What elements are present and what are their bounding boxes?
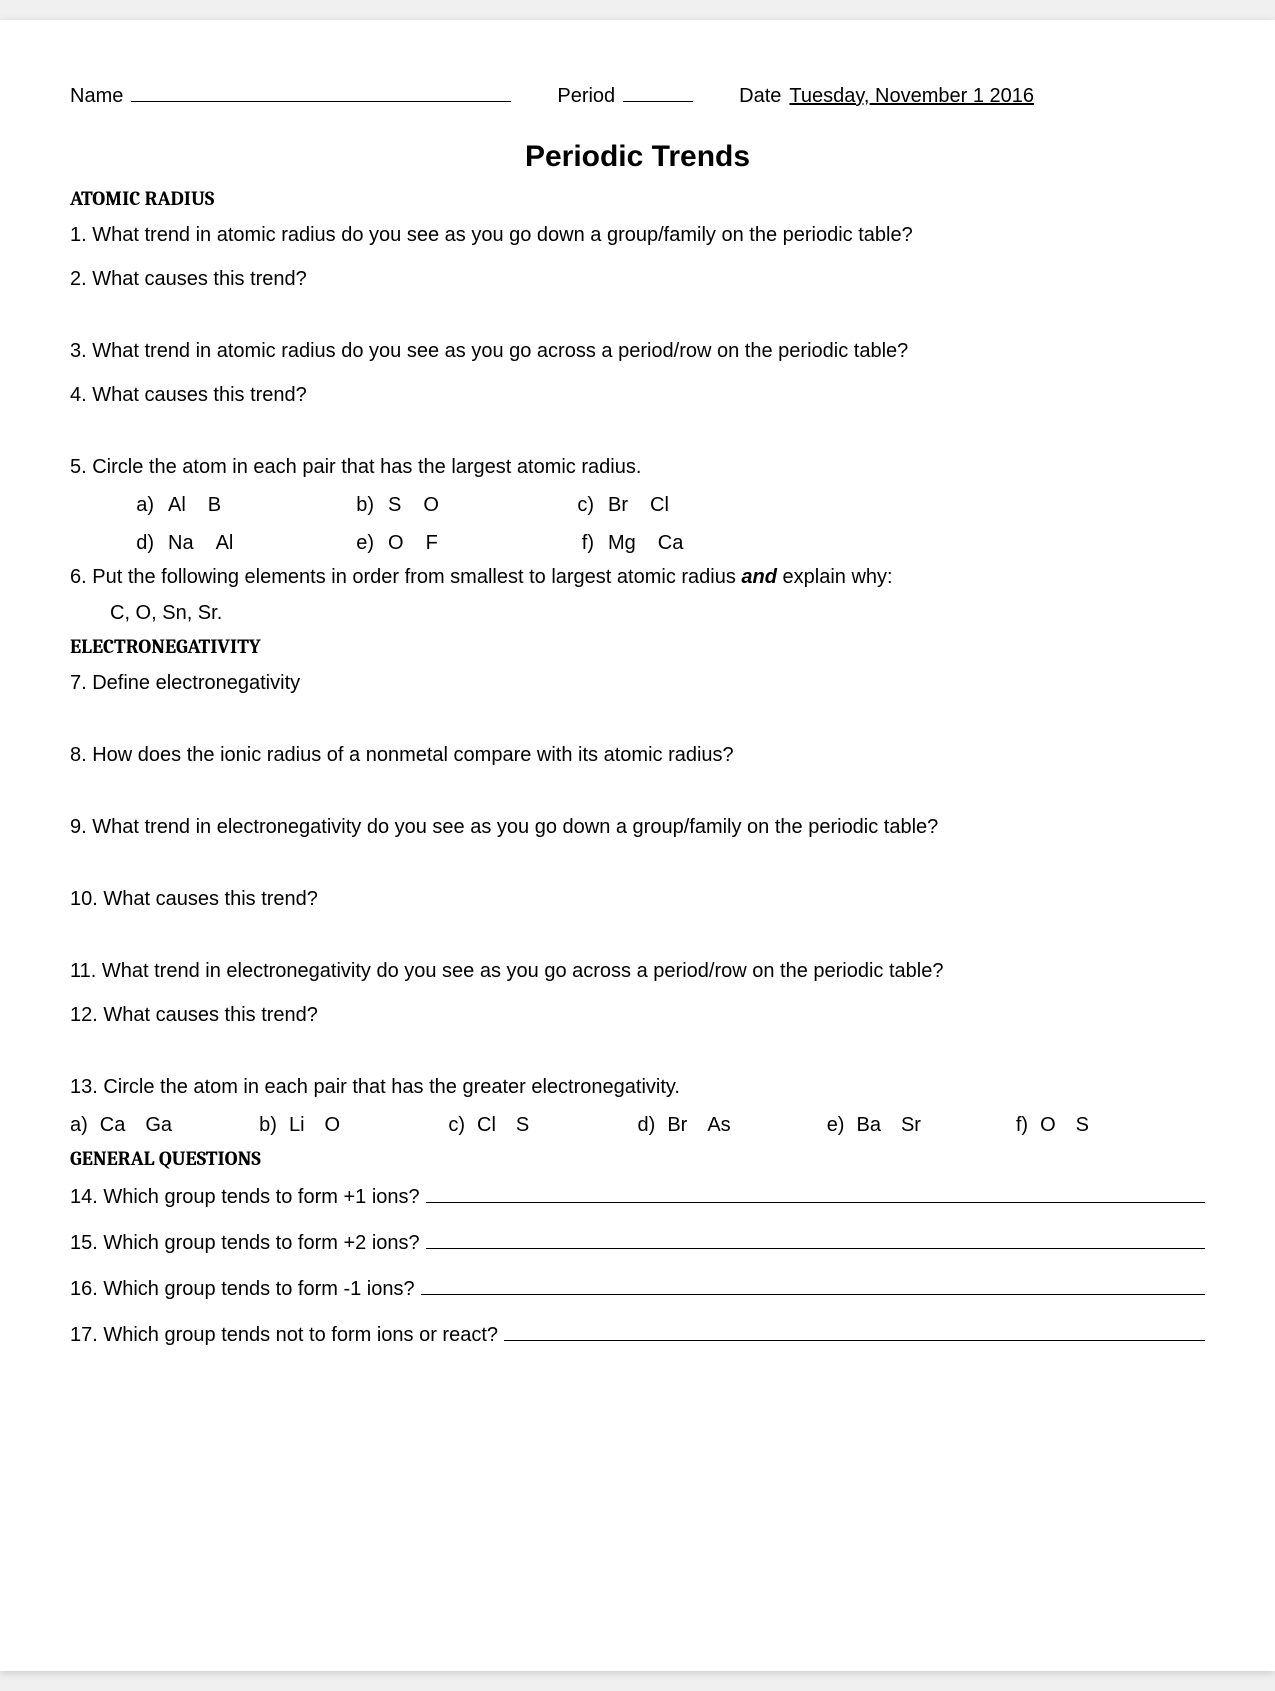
- section-electronegativity: ELECTRONEGATIVITY: [70, 634, 1205, 660]
- pair-atom[interactable]: As: [699, 1112, 738, 1138]
- q5-pair-d: d) Na Al: [130, 530, 350, 556]
- q13-pair-d: d) Br As: [638, 1112, 827, 1138]
- question-14-line: 14. Which group tends to form +1 ions?: [70, 1182, 1205, 1210]
- question-17-line: 17. Which group tends not to form ions o…: [70, 1320, 1205, 1348]
- q5-pair-e: e) O F: [350, 530, 570, 556]
- pair-atom[interactable]: Sr: [893, 1112, 929, 1138]
- pair-atom[interactable]: Br: [659, 1112, 695, 1138]
- question-11: 11. What trend in electronegativity do y…: [70, 958, 1205, 984]
- section-general: GENERAL QUESTIONS: [70, 1146, 1205, 1172]
- pair-atom[interactable]: Ca: [92, 1112, 134, 1138]
- q5-pair-f: f) Mg Ca: [570, 530, 790, 556]
- q6-elements: C, O, Sn, Sr.: [70, 600, 1205, 626]
- pair-atom[interactable]: S: [380, 492, 409, 518]
- q5-pair-a: a) Al B: [130, 492, 350, 518]
- page-title: Periodic Trends: [70, 137, 1205, 176]
- q13-pairs-row: a) Ca Ga b) Li O c) Cl S d) Br As e) Ba …: [70, 1112, 1205, 1138]
- question-6: 6. Put the following elements in order f…: [70, 564, 1205, 590]
- pair-atom[interactable]: Li: [281, 1112, 313, 1138]
- question-5: 5. Circle the atom in each pair that has…: [70, 454, 1205, 480]
- pair-atom[interactable]: O: [415, 492, 447, 518]
- question-9: 9. What trend in electronegativity do yo…: [70, 814, 1205, 840]
- section-atomic-radius: ATOMIC RADIUS: [70, 186, 1205, 212]
- q17-blank[interactable]: [504, 1320, 1205, 1341]
- question-4: 4. What causes this trend?: [70, 382, 1205, 408]
- question-16: 16. Which group tends to form -1 ions?: [70, 1276, 415, 1302]
- pair-label: d): [130, 530, 154, 556]
- q13-pair-c: c) Cl S: [448, 1112, 637, 1138]
- pair-label: c): [448, 1112, 465, 1138]
- pair-atom[interactable]: O: [1032, 1112, 1064, 1138]
- pair-atom[interactable]: S: [508, 1112, 537, 1138]
- pair-atom[interactable]: Al: [208, 530, 242, 556]
- pair-label: a): [130, 492, 154, 518]
- q16-blank[interactable]: [421, 1274, 1205, 1295]
- q15-blank[interactable]: [426, 1228, 1205, 1249]
- q13-pair-e: e) Ba Sr: [827, 1112, 1016, 1138]
- pair-atom[interactable]: Ca: [650, 530, 692, 556]
- pair-atom[interactable]: Mg: [600, 530, 644, 556]
- pair-atom[interactable]: O: [317, 1112, 349, 1138]
- pair-atom[interactable]: Na: [160, 530, 202, 556]
- q5-pairs-row2: d) Na Al e) O F f) Mg Ca: [70, 530, 1205, 556]
- period-label: Period: [557, 83, 615, 109]
- date-value: Tuesday, November 1 2016: [789, 83, 1034, 109]
- pair-label: d): [638, 1112, 656, 1138]
- pair-atom[interactable]: Cl: [642, 492, 677, 518]
- q5-pairs-row1: a) Al B b) S O c) Br Cl: [70, 492, 1205, 518]
- q13-pair-f: f) O S: [1016, 1112, 1205, 1138]
- question-10: 10. What causes this trend?: [70, 886, 1205, 912]
- pair-atom[interactable]: B: [200, 492, 229, 518]
- question-1: 1. What trend in atomic radius do you se…: [70, 222, 1205, 248]
- question-3: 3. What trend in atomic radius do you se…: [70, 338, 1205, 364]
- pair-atom[interactable]: Br: [600, 492, 636, 518]
- date-label: Date: [739, 83, 781, 109]
- pair-label: f): [570, 530, 594, 556]
- pair-atom[interactable]: S: [1068, 1112, 1097, 1138]
- pair-atom[interactable]: Al: [160, 492, 194, 518]
- q6-text-a: 6. Put the following elements in order f…: [70, 566, 741, 588]
- question-15: 15. Which group tends to form +2 ions?: [70, 1230, 420, 1256]
- q5-pair-b: b) S O: [350, 492, 570, 518]
- name-blank[interactable]: [131, 80, 511, 102]
- pair-label: c): [570, 492, 594, 518]
- question-2: 2. What causes this trend?: [70, 266, 1205, 292]
- pair-atom[interactable]: F: [418, 530, 446, 556]
- question-16-line: 16. Which group tends to form -1 ions?: [70, 1274, 1205, 1302]
- pair-label: b): [350, 492, 374, 518]
- pair-atom[interactable]: O: [380, 530, 412, 556]
- q13-pair-a: a) Ca Ga: [70, 1112, 259, 1138]
- question-8: 8. How does the ionic radius of a nonmet…: [70, 742, 1205, 768]
- pair-atom[interactable]: Ba: [848, 1112, 888, 1138]
- pair-label: f): [1016, 1112, 1028, 1138]
- pair-label: e): [350, 530, 374, 556]
- q5-pair-c: c) Br Cl: [570, 492, 790, 518]
- header-row: Name Period Date Tuesday, November 1 201…: [70, 80, 1205, 109]
- q6-text-b: explain why:: [777, 566, 893, 588]
- q14-blank[interactable]: [426, 1182, 1205, 1203]
- question-17: 17. Which group tends not to form ions o…: [70, 1322, 498, 1348]
- pair-atom[interactable]: Cl: [469, 1112, 504, 1138]
- question-13: 13. Circle the atom in each pair that ha…: [70, 1074, 1205, 1100]
- pair-label: a): [70, 1112, 88, 1138]
- worksheet-page: Name Period Date Tuesday, November 1 201…: [0, 20, 1275, 1671]
- q13-pair-b: b) Li O: [259, 1112, 448, 1138]
- question-14: 14. Which group tends to form +1 ions?: [70, 1184, 420, 1210]
- name-label: Name: [70, 83, 123, 109]
- question-15-line: 15. Which group tends to form +2 ions?: [70, 1228, 1205, 1256]
- q6-and: and: [741, 566, 777, 588]
- pair-label: e): [827, 1112, 845, 1138]
- pair-atom[interactable]: Ga: [137, 1112, 180, 1138]
- pair-label: b): [259, 1112, 277, 1138]
- period-blank[interactable]: [623, 80, 693, 102]
- question-7: 7. Define electronegativity: [70, 670, 1205, 696]
- question-12: 12. What causes this trend?: [70, 1002, 1205, 1028]
